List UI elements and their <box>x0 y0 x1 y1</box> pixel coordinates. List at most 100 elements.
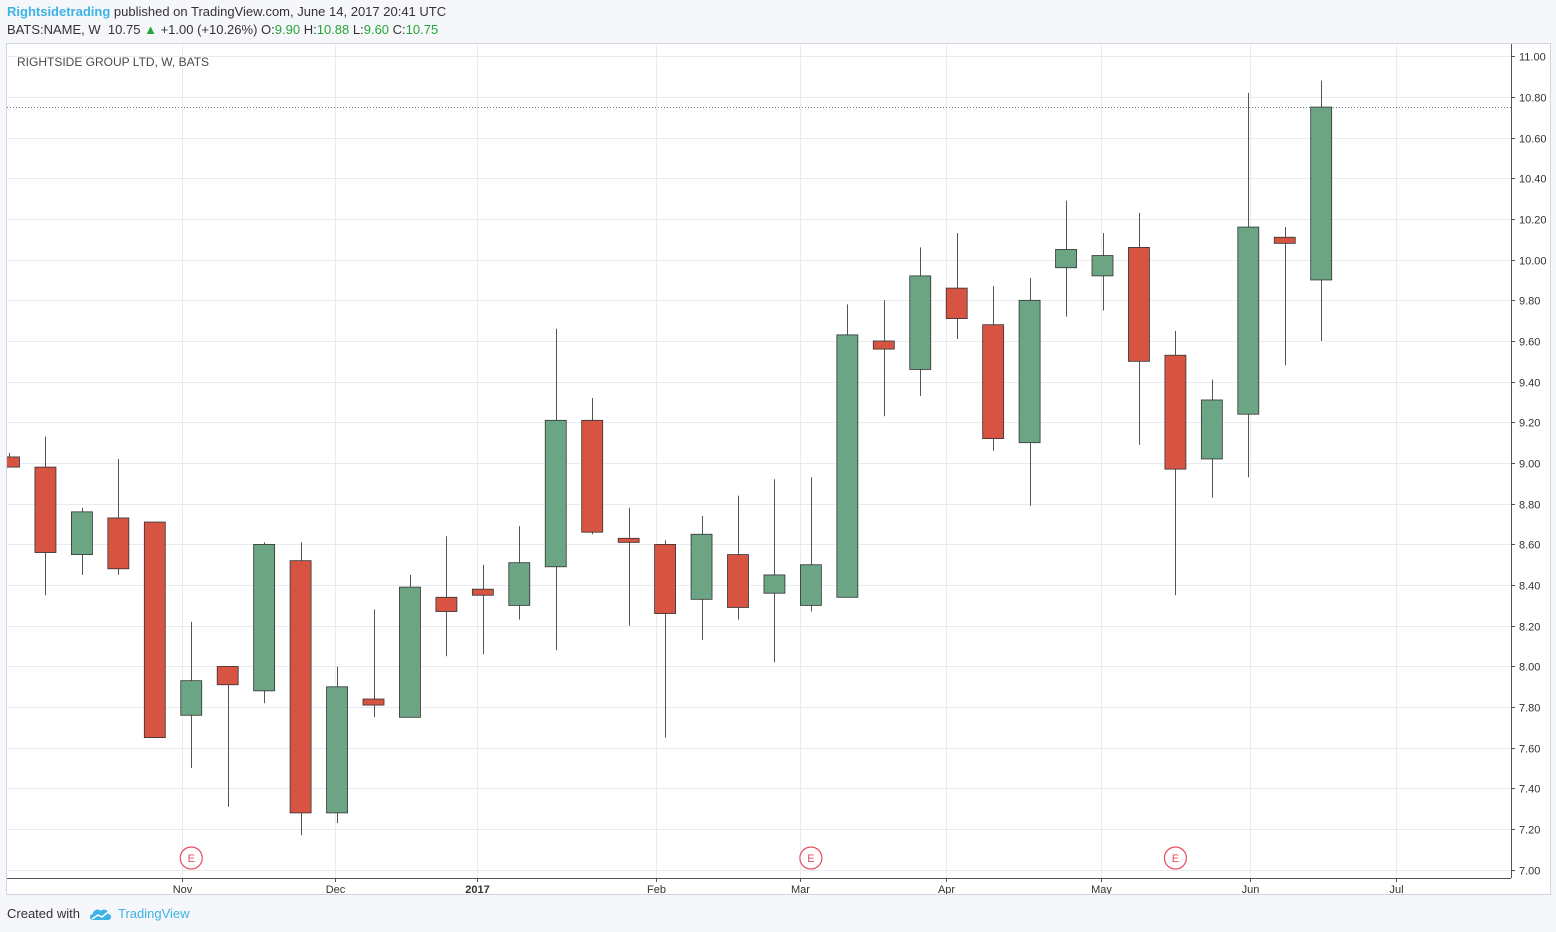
candle-down <box>1128 212 1150 445</box>
candle-up <box>690 515 713 641</box>
candle-up <box>1200 379 1223 498</box>
candle-down <box>107 458 130 575</box>
y-tick-label: 10.80 <box>1519 93 1547 105</box>
candle-down <box>362 609 385 718</box>
created-with-label: Created with <box>7 906 80 921</box>
candle-body <box>982 324 1005 440</box>
y-tick-label: 7.20 <box>1519 825 1540 837</box>
candle-body <box>836 334 859 598</box>
candle-up <box>836 304 859 598</box>
earnings-circle-icon <box>1163 846 1188 870</box>
publish-info: Rightsidetrading published on TradingVie… <box>7 4 446 19</box>
candle-down <box>471 564 494 655</box>
candlestick-chart[interactable]: E E E 11.00 10.80 10.60 10.40 10.20 10.00 9.80 9.… <box>7 44 1550 894</box>
chart-title: RIGHTSIDE GROUP LTD, W, BATS <box>17 55 209 69</box>
candle-body <box>945 287 968 320</box>
high-label: H: <box>303 22 317 37</box>
x-tick-label: Nov <box>173 884 193 894</box>
candle-down <box>1164 330 1187 596</box>
open-label: O: <box>261 22 275 37</box>
candle-down <box>872 300 895 417</box>
candle-down <box>7 452 20 468</box>
candle-body <box>435 596 458 612</box>
author-link[interactable]: Rightsidetrading <box>7 4 111 19</box>
price-change: +1.00 (+10.26%) <box>160 22 258 37</box>
y-tick-label: 7.60 <box>1519 744 1540 756</box>
x-tick-label: Mar <box>791 884 810 894</box>
candle-body <box>763 574 786 594</box>
open-value: 9.90 <box>274 22 301 37</box>
y-tick-label: 9.80 <box>1519 296 1540 308</box>
x-tick-label: Feb <box>647 884 666 894</box>
low-value: 9.60 <box>363 22 390 37</box>
candle-body <box>1200 399 1223 460</box>
y-tick-label: 9.40 <box>1519 378 1540 390</box>
candle-down <box>654 540 676 738</box>
ohlc-legend: BATS:NAME, W 10.75 ▲ +1.00 (+10.26%) O:9… <box>7 22 438 37</box>
candle-body <box>180 680 203 716</box>
candle-body <box>1164 354 1187 470</box>
candle-body <box>1310 106 1333 281</box>
y-tick-label: 9.00 <box>1519 459 1540 471</box>
candle-body <box>471 588 494 596</box>
y-tick-label: 8.00 <box>1519 662 1540 674</box>
candle-up <box>544 328 567 651</box>
candle-body <box>71 511 93 555</box>
candle-body <box>800 564 822 606</box>
candle-body <box>654 543 676 614</box>
y-tick-label: 10.20 <box>1519 215 1547 227</box>
tradingview-link[interactable]: TradingView <box>117 906 190 921</box>
y-tick-label: 7.40 <box>1519 784 1540 796</box>
y-tick-label: 10.60 <box>1519 134 1547 146</box>
candle-down <box>34 436 57 596</box>
y-tick-label: 8.80 <box>1519 500 1540 512</box>
y-tick-label: 8.20 <box>1519 622 1540 634</box>
high-value: 10.88 <box>316 22 350 37</box>
earnings-label: E <box>807 853 814 865</box>
candle-body <box>362 698 385 706</box>
candle-down <box>982 286 1005 451</box>
candle-up <box>909 247 932 396</box>
candle-body <box>508 562 531 606</box>
candle-body <box>289 560 312 814</box>
y-tick-label: 7.00 <box>1519 866 1540 878</box>
candle-down <box>216 666 239 807</box>
y-tick-label: 10.40 <box>1519 174 1547 186</box>
candle-down <box>945 233 968 339</box>
earnings-marker: E <box>1163 846 1188 870</box>
candle-body <box>909 275 932 370</box>
chart-area[interactable]: E E E 11.00 10.80 10.60 10.40 10.20 10.00 9.80 9.… <box>6 43 1551 895</box>
y-tick-label: 7.80 <box>1519 703 1540 715</box>
candle-down <box>1273 227 1296 366</box>
x-tick-label: 2017 <box>465 884 489 894</box>
candle-up <box>1018 277 1041 506</box>
footer: Created with TradingView <box>7 906 190 921</box>
x-tick-label: Jun <box>1242 884 1260 894</box>
candle-body <box>107 517 130 570</box>
candle-body <box>617 537 640 543</box>
y-tick-label: 10.00 <box>1519 256 1547 268</box>
candle-body <box>216 666 239 686</box>
y-tick-label: 9.20 <box>1519 418 1540 430</box>
x-tick-label: May <box>1091 884 1112 894</box>
candle-up <box>763 479 786 663</box>
close-label: C: <box>392 22 406 37</box>
candle-body <box>1055 249 1077 269</box>
candle-body <box>34 466 57 553</box>
candle-body <box>253 543 276 692</box>
last-price: 10.75 <box>107 22 141 37</box>
candle-up <box>508 526 531 620</box>
earnings-label: E <box>188 853 195 865</box>
candle-body <box>326 686 348 814</box>
candle-up <box>180 621 203 769</box>
earnings-label: E <box>1172 853 1179 865</box>
y-tick-label: 8.60 <box>1519 540 1540 552</box>
candle-up <box>399 574 421 718</box>
candle-body <box>690 533 713 600</box>
close-value: 10.75 <box>405 22 439 37</box>
x-tick-label: Apr <box>938 884 955 894</box>
candle-up <box>1237 92 1260 478</box>
candle-body <box>143 521 166 739</box>
candle-body <box>399 586 421 718</box>
candle-body <box>7 456 20 468</box>
